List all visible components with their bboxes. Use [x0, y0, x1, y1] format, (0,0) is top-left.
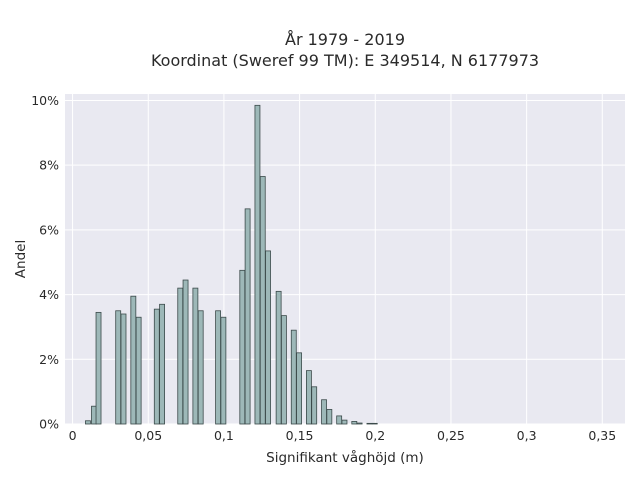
- histogram-bar: [259, 176, 266, 425]
- histogram-bar: [336, 415, 343, 425]
- y-tick-label: 8%: [39, 158, 59, 173]
- x-tick-label: 0: [69, 428, 77, 443]
- x-tick-label: 0,1: [214, 428, 234, 443]
- y-tick-label: 10%: [31, 93, 59, 108]
- histogram-bar: [341, 419, 348, 425]
- x-tick-label: 0,3: [517, 428, 537, 443]
- y-tick-labels: 0% 2% 4% 6% 8% 10%: [31, 93, 59, 432]
- x-tick-label: 0,15: [286, 428, 314, 443]
- histogram-bar: [281, 315, 287, 425]
- histogram-bar: [85, 420, 91, 425]
- histogram-bar: [311, 386, 318, 425]
- histogram-bar: [265, 250, 271, 425]
- x-tick-labels: 0 0,05 0,1 0,15 0,2 0,25 0,3 0,35: [69, 428, 617, 443]
- histogram-bar: [182, 279, 189, 425]
- y-tick-label: 4%: [39, 287, 59, 302]
- histogram-bar: [296, 352, 302, 425]
- histogram-bar: [321, 399, 327, 425]
- chart-title: År 1979 - 2019: [285, 30, 405, 49]
- histogram-bar: [215, 310, 221, 425]
- x-tick-label: 0,05: [134, 428, 162, 443]
- histogram-bar: [197, 310, 204, 425]
- histogram-bar: [244, 208, 251, 425]
- y-axis-label: Andel: [13, 240, 29, 278]
- histogram-bar: [220, 316, 227, 425]
- histogram-bars: [85, 104, 378, 425]
- histogram-bar: [254, 104, 261, 425]
- histogram-bar: [115, 310, 122, 425]
- histogram-bar: [177, 287, 184, 425]
- histogram-bar: [275, 290, 282, 425]
- y-tick-label: 0%: [39, 417, 59, 432]
- histogram-bar: [130, 295, 137, 425]
- histogram-bar: [159, 303, 165, 425]
- y-tick-label: 2%: [39, 352, 59, 367]
- x-tick-label: 0,25: [437, 428, 465, 443]
- histogram-bar: [351, 421, 358, 425]
- x-gridlines: [72, 94, 603, 424]
- histogram-bar: [326, 409, 333, 425]
- histogram-bar: [95, 311, 102, 425]
- chart-subtitle: Koordinat (Sweref 99 TM): E 349514, N 61…: [151, 51, 539, 70]
- x-axis-label: Signifikant våghöjd (m): [266, 449, 424, 466]
- histogram-bar: [371, 422, 378, 425]
- y-tick-label: 6%: [39, 222, 59, 237]
- histogram-bar: [192, 287, 199, 425]
- plot-area: [65, 94, 625, 424]
- x-tick-label: 0,35: [588, 428, 616, 443]
- histogram-bar: [239, 269, 246, 425]
- histogram-bar: [120, 313, 127, 425]
- histogram-bar: [153, 308, 160, 425]
- x-tick-label: 0,2: [365, 428, 385, 443]
- histogram-bar: [356, 422, 363, 425]
- histogram-bar: [366, 422, 373, 425]
- histogram-bar: [135, 316, 142, 425]
- histogram-bar: [290, 329, 297, 425]
- histogram-bar: [306, 370, 312, 425]
